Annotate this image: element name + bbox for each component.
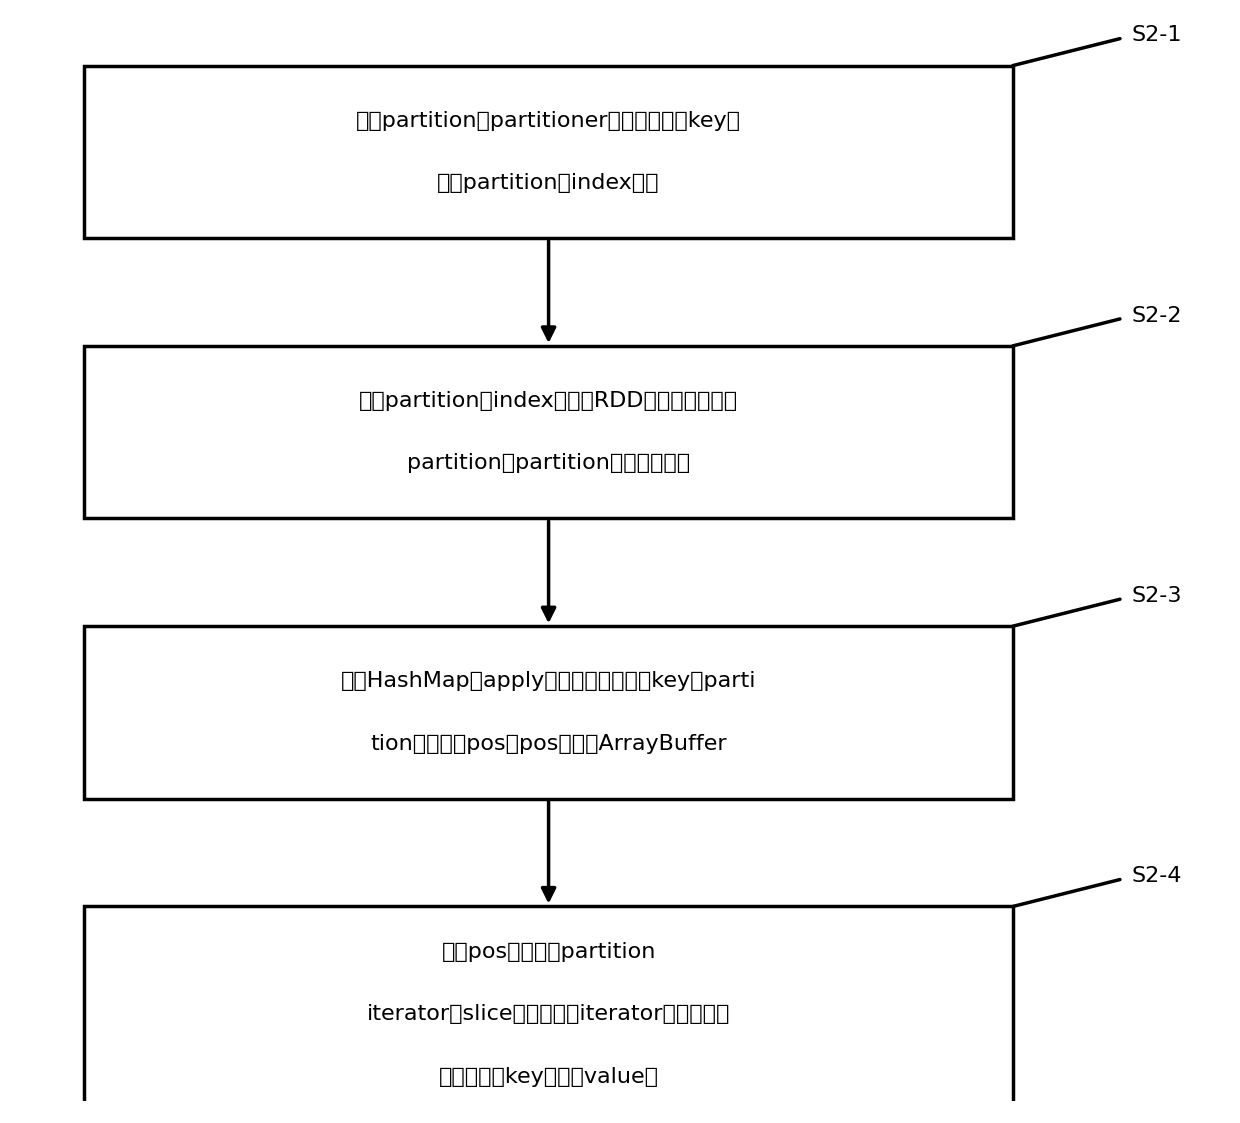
Text: tion中的位置pos，pos是一个ArrayBuffer: tion中的位置pos，pos是一个ArrayBuffer — [371, 733, 727, 754]
Text: 根据partition的partitioner获取要查找的key所: 根据partition的partitioner获取要查找的key所 — [356, 110, 742, 130]
Text: 调用HashMap的apply方法获取要查找的key在parti: 调用HashMap的apply方法获取要查找的key在parti — [341, 672, 756, 691]
Text: S2-4: S2-4 — [1132, 866, 1183, 886]
Text: S2-3: S2-3 — [1132, 586, 1183, 606]
Bar — [84, 627, 1013, 798]
Bar — [84, 346, 1013, 519]
Text: 在的partition的index信息: 在的partition的index信息 — [438, 173, 660, 193]
Text: partition的partition内部数据索引: partition的partition内部数据索引 — [407, 454, 691, 474]
Text: iterator的slice方法，获取iterator的切片数据: iterator的slice方法，获取iterator的切片数据 — [367, 1004, 730, 1024]
Text: 根据partition的index信息从RDD索引中获取对应: 根据partition的index信息从RDD索引中获取对应 — [360, 391, 738, 411]
Bar — [84, 906, 1013, 1122]
Text: S2-2: S2-2 — [1132, 305, 1183, 326]
Bar — [84, 65, 1013, 238]
Text: 根据pos信息调用partition: 根据pos信息调用partition — [441, 942, 656, 961]
Text: ，然后获得key对应的value值: ，然后获得key对应的value值 — [439, 1067, 658, 1087]
Text: S2-1: S2-1 — [1132, 26, 1183, 45]
